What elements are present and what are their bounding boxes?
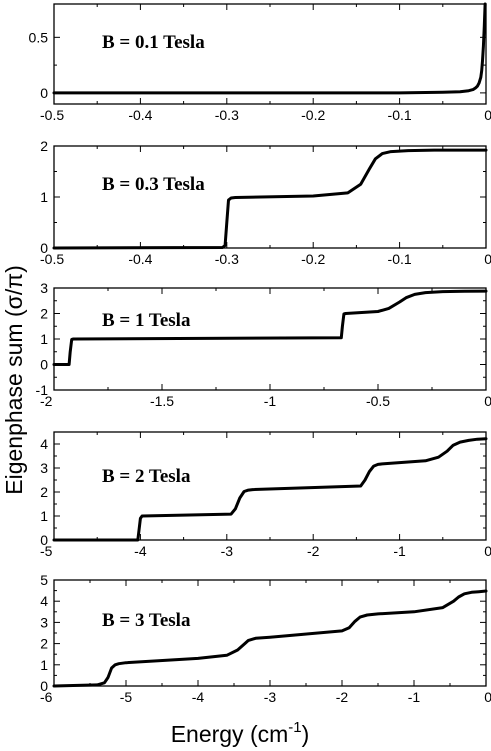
x-tick-label: -2 bbox=[307, 543, 320, 559]
eigenphase-sum-line bbox=[52, 289, 488, 366]
y-tick-label: 1 bbox=[40, 189, 48, 205]
y-tick-label: 5 bbox=[40, 572, 48, 588]
x-tick-label: -0.1 bbox=[388, 251, 412, 267]
x-tick-label: 0 bbox=[484, 393, 491, 409]
eigenphase-sum-line bbox=[52, 2, 487, 95]
plot-frame bbox=[53, 3, 487, 105]
x-tick-label: -0.4 bbox=[128, 251, 152, 267]
panel-5: -6 -5 -4 -3 -2 -1 0 0 1 2 3 4 5 B = 3 Tesla bbox=[40, 572, 491, 705]
y-tick-label: -1 bbox=[36, 382, 49, 398]
x-tick-label: -1 bbox=[408, 689, 421, 705]
plot-frame bbox=[53, 579, 487, 687]
x-tick-label: -3 bbox=[221, 543, 234, 559]
panel-title: B = 0.3 Tesla bbox=[102, 174, 205, 195]
panel-title: B = 3 Tesla bbox=[102, 610, 191, 631]
x-axis-label-superscript: -1 bbox=[288, 719, 301, 736]
x-tick-label: -5 bbox=[40, 543, 53, 559]
panel-title: B = 1 Tesla bbox=[102, 310, 191, 331]
x-tick-label: 0 bbox=[484, 543, 491, 559]
x-tick-label: -4 bbox=[134, 543, 147, 559]
y-tick-label: 3 bbox=[40, 280, 48, 296]
y-tick-label: 4 bbox=[40, 436, 48, 452]
panel-4: -5 -4 -3 -2 -1 0 0 1 2 3 4 B = 2 Tesla bbox=[40, 431, 491, 559]
y-tick-label: 0 bbox=[40, 357, 48, 373]
x-tick-label: -0.4 bbox=[128, 107, 152, 123]
eigenphase-sum-line bbox=[52, 589, 488, 688]
x-tick-label: -0.5 bbox=[40, 107, 64, 123]
y-tick-label: 1 bbox=[40, 508, 48, 524]
x-tick-label: -0.3 bbox=[215, 251, 239, 267]
x-tick-label: -4 bbox=[192, 689, 205, 705]
panel-2: -0.5 -0.4 -0.3 -0.2 -0.1 0 0 1 2 B = 0.3 Tesla bbox=[40, 138, 491, 267]
y-tick-label: 3 bbox=[40, 460, 48, 476]
x-tick-label: -0.5 bbox=[40, 251, 64, 267]
y-tick-label: 0 bbox=[40, 678, 48, 694]
y-tick-label: 2 bbox=[40, 138, 48, 154]
x-tick-label: -0.2 bbox=[301, 107, 325, 123]
x-tick-label: 0 bbox=[484, 107, 491, 123]
eigenphase-sum-line bbox=[52, 437, 488, 542]
panels: -0.5 -0.4 -0.3 -0.2 -0.1 000.5 B = 0.1 Tesla-0… bbox=[29, 2, 491, 705]
x-tick-label: -5 bbox=[120, 689, 133, 705]
x-tick-label: -3 bbox=[264, 689, 277, 705]
panel-1: -0.5 -0.4 -0.3 -0.2 -0.1 0 0 0.5 B = 0.1 Tesla bbox=[29, 2, 491, 123]
y-tick-label: 0 bbox=[40, 85, 48, 101]
x-tick-label: -0.5 bbox=[366, 393, 390, 409]
x-tick-label: -6 bbox=[40, 689, 53, 705]
x-tick-label: 0 bbox=[484, 251, 491, 267]
x-tick-label: -2 bbox=[336, 689, 349, 705]
y-axis-label: Eigenphase sum (σ/π) bbox=[1, 265, 27, 495]
x-tick-label: -1.5 bbox=[150, 393, 174, 409]
x-tick-label: -0.2 bbox=[301, 251, 325, 267]
y-tick-label: 1 bbox=[40, 331, 48, 347]
x-tick-label: -0.1 bbox=[388, 107, 412, 123]
x-tick-label: -2 bbox=[40, 393, 53, 409]
y-tick-label: 2 bbox=[40, 306, 48, 322]
y-tick-label: 0 bbox=[40, 240, 48, 256]
x-tick-label: -1 bbox=[393, 543, 406, 559]
x-tick-label: -0.3 bbox=[215, 107, 239, 123]
eigenphase-sum-line bbox=[52, 148, 488, 250]
x-axis-label: Energy (cm-1) bbox=[171, 719, 310, 747]
y-tick-label: 0 bbox=[40, 532, 48, 548]
panel-title: B = 0.1 Tesla bbox=[102, 32, 205, 53]
y-tick-label: 1 bbox=[40, 657, 48, 673]
panel-3: -2 -1.5 -1 -0.5 0 -1 0 1 2 3 B = 1 Tesla bbox=[36, 280, 491, 409]
y-tick-label: 2 bbox=[40, 636, 48, 652]
y-tick-label: 0.5 bbox=[29, 29, 49, 45]
panel-title: B = 2 Tesla bbox=[102, 466, 191, 487]
x-tick-label: -1 bbox=[264, 393, 277, 409]
y-tick-label: 2 bbox=[40, 484, 48, 500]
x-tick-label: 0 bbox=[484, 689, 491, 705]
y-tick-label: 4 bbox=[40, 593, 48, 609]
y-tick-label: 3 bbox=[40, 614, 48, 630]
